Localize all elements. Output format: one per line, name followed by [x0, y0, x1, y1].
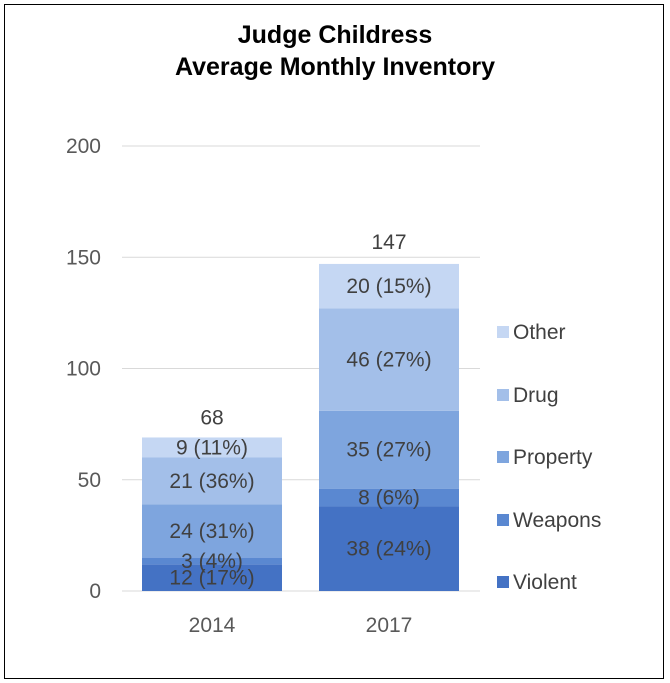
bar-segment	[319, 308, 459, 411]
y-tick-label: 200	[66, 135, 101, 158]
y-tick-label: 150	[66, 246, 101, 269]
chart-title: Judge Childress	[237, 21, 433, 49]
y-tick-label: 50	[78, 469, 101, 492]
bar-segment	[142, 504, 282, 558]
data-label: 9 (11%)	[176, 436, 248, 459]
bar-segment	[319, 488, 459, 507]
y-tick-label: 100	[66, 358, 101, 381]
data-label: 20 (15%)	[346, 275, 431, 298]
data-label: 12 (17%)	[169, 567, 254, 590]
data-label: 8 (6%)	[358, 487, 420, 510]
data-label: 24 (31%)	[169, 520, 254, 543]
legend-swatch	[497, 326, 509, 338]
x-tick-label: 2014	[189, 614, 236, 637]
bar-segment	[142, 557, 282, 565]
bar-segment	[319, 506, 459, 591]
data-label: 21 (36%)	[169, 470, 254, 493]
bar-segment	[319, 410, 459, 489]
y-tick-label: 0	[89, 580, 101, 603]
legend-swatch	[497, 576, 509, 588]
bar-segment	[142, 564, 282, 591]
legend-swatch	[497, 451, 509, 463]
legend-label: Weapons	[513, 509, 601, 532]
data-label: 38 (24%)	[346, 538, 431, 561]
legend-swatch	[497, 389, 509, 401]
data-label: 35 (27%)	[346, 439, 431, 462]
legend-label: Drug	[513, 384, 559, 407]
bar-segment	[142, 437, 282, 458]
bar-segment	[319, 263, 459, 309]
bar-segment	[142, 457, 282, 505]
legend-swatch	[497, 514, 509, 526]
data-label: 46 (27%)	[346, 349, 431, 372]
total-label: 147	[371, 231, 406, 254]
total-label: 68	[200, 407, 223, 430]
x-tick-label: 2017	[366, 614, 413, 637]
legend-label: Property	[513, 446, 593, 469]
legend-label: Other	[513, 321, 566, 344]
chart-subtitle: Average Monthly Inventory	[175, 53, 495, 81]
data-label: 3 (4%)	[181, 550, 243, 573]
legend-label: Violent	[513, 571, 577, 594]
